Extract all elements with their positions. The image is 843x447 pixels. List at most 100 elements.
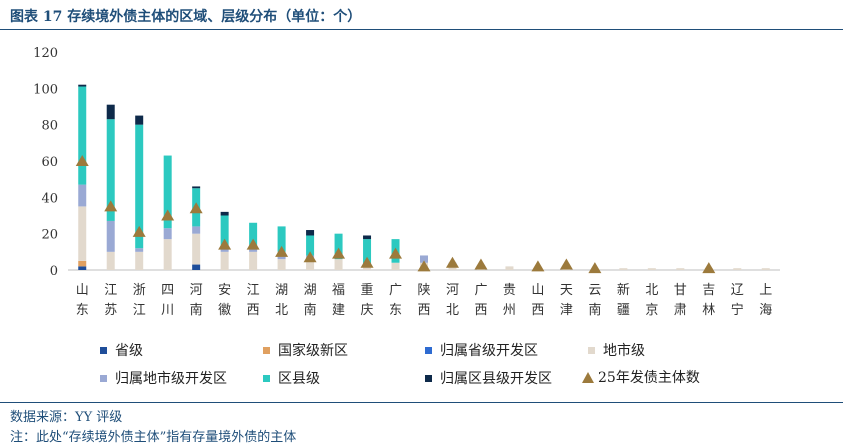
x-tick-label: 福 xyxy=(332,283,345,298)
x-tick-label: 北 xyxy=(645,283,658,298)
x-tick-label: 重 xyxy=(361,282,374,298)
bar-segment xyxy=(249,248,258,252)
bar-segment xyxy=(249,222,258,249)
x-tick-label: 新 xyxy=(617,282,630,298)
marker-triangle xyxy=(189,202,203,214)
x-tick-label: 北 xyxy=(275,303,288,318)
marker-triangle xyxy=(417,260,431,272)
bar-segment xyxy=(135,251,144,270)
x-tick-label: 京 xyxy=(645,303,658,318)
bar-segment xyxy=(363,235,372,240)
bar-segment xyxy=(676,268,685,270)
bar-segment xyxy=(78,86,87,185)
x-tick-label: 河 xyxy=(446,283,459,298)
legend-item-dishiji-kaifaqu: 归属地市级开发区 xyxy=(100,368,227,388)
bar-segment xyxy=(220,211,229,216)
legend-item-quxianji: 区县级 xyxy=(263,368,320,388)
x-tick-label: 浙 xyxy=(133,283,146,298)
x-tick-label: 江 xyxy=(247,283,260,298)
x-tick-label: 湖 xyxy=(304,283,317,298)
x-tick-label: 西 xyxy=(474,303,487,318)
title-rule xyxy=(0,29,843,30)
bar-segment xyxy=(363,239,372,265)
bar-segment xyxy=(334,259,343,270)
bar-segment xyxy=(78,206,87,261)
x-tick-label: 广 xyxy=(389,283,402,298)
legend-label: 国家级新区 xyxy=(278,343,348,359)
y-tick-label: 0 xyxy=(50,264,58,279)
x-tick-label: 江 xyxy=(104,283,117,298)
bar-segment xyxy=(334,233,343,260)
marker-triangle xyxy=(332,247,346,259)
x-tick-label: 山 xyxy=(76,283,89,298)
x-tick-label: 四 xyxy=(161,283,174,298)
x-tick-label: 建 xyxy=(332,303,345,318)
bar-segment xyxy=(420,255,428,263)
marker-triangle xyxy=(474,258,488,270)
legend-swatch xyxy=(100,346,107,354)
x-tick-label: 州 xyxy=(503,303,516,318)
x-tick-label: 海 xyxy=(759,303,772,318)
marker-triangle xyxy=(360,256,374,268)
legend-item-dishiji: 地市级 xyxy=(588,340,645,360)
bar-segment xyxy=(277,259,286,270)
legend-item-sheng: 省级 xyxy=(100,340,143,360)
x-tick-label: 贵 xyxy=(503,283,516,298)
chart-title: 图表 17 存续境外债主体的区域、层级分布（单位：个） xyxy=(10,9,362,25)
bar-segment xyxy=(135,115,144,125)
marker-triangle xyxy=(531,260,545,272)
bar-segment xyxy=(220,215,229,249)
bar-segment xyxy=(192,264,201,270)
bar-segment xyxy=(106,119,115,221)
legend-swatch xyxy=(100,374,107,382)
x-tick-label: 东 xyxy=(389,303,402,318)
x-tick-label: 天 xyxy=(560,283,573,298)
legend-label: 省级 xyxy=(115,343,143,359)
legend-label: 归属区县级开发区 xyxy=(440,371,552,387)
footer-rule xyxy=(0,402,843,403)
x-tick-label: 林 xyxy=(702,303,715,318)
legend-label: 区县级 xyxy=(278,371,320,387)
x-tick-label: 徽 xyxy=(218,303,231,318)
legend-swatch xyxy=(588,346,595,354)
bar-segment xyxy=(106,104,115,120)
bar-segment xyxy=(220,248,229,252)
x-tick-label: 苏 xyxy=(104,302,117,318)
bar-segment xyxy=(192,233,201,265)
bar-segment xyxy=(306,235,315,256)
legend-swatch xyxy=(425,374,432,382)
marker-triangle xyxy=(218,238,232,250)
note-text: 注：此处“存续境外债主体”指有存量境外债的主体 xyxy=(10,430,297,445)
y-tick-label: 60 xyxy=(41,155,58,170)
x-tick-label: 西 xyxy=(417,303,430,318)
x-tick-label: 南 xyxy=(304,302,317,318)
x-tick-label: 江 xyxy=(133,303,146,318)
x-tick-label: 南 xyxy=(588,302,601,318)
y-tick-label: 80 xyxy=(41,119,58,134)
marker-triangle xyxy=(104,200,118,212)
bar-segment xyxy=(761,268,770,270)
x-tick-label: 津 xyxy=(560,303,573,318)
bar-segment xyxy=(306,230,315,236)
bar-segment xyxy=(106,251,115,270)
x-tick-label: 庆 xyxy=(361,303,374,318)
x-tick-label: 宁 xyxy=(731,302,744,318)
bar-segment xyxy=(135,124,144,249)
bar-segment xyxy=(78,184,87,207)
bar-segment xyxy=(391,262,400,270)
bar-segment xyxy=(192,226,201,234)
marker-triangle xyxy=(588,262,602,274)
bar-segment xyxy=(277,226,286,252)
x-tick-label: 辽 xyxy=(731,283,744,298)
marker-triangle xyxy=(75,155,89,166)
legend-swatch xyxy=(263,374,270,382)
bar-segment xyxy=(619,268,628,270)
chart-area: 020406080100120山东江苏浙江四川河南安徽江西湖北湖南福建重庆广东陕… xyxy=(33,46,780,318)
triangle-marker-icon xyxy=(582,371,594,383)
x-tick-label: 西 xyxy=(247,303,260,318)
bar-segment xyxy=(163,239,172,270)
legend-item-25nian: 25年发债主体数 xyxy=(582,367,700,387)
x-tick-label: 上 xyxy=(759,283,772,298)
x-tick-label: 湖 xyxy=(275,283,288,298)
y-tick-label: 40 xyxy=(41,191,58,206)
